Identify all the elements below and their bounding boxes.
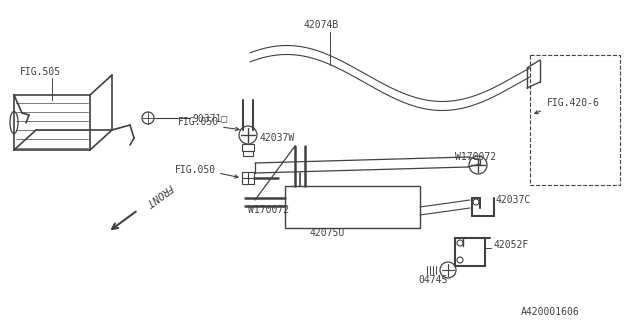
Text: W170072: W170072	[455, 152, 496, 162]
Text: 0474S: 0474S	[418, 275, 447, 285]
Text: 90371□: 90371□	[192, 113, 227, 123]
Text: 42075U: 42075U	[310, 228, 345, 238]
Text: 42037W: 42037W	[260, 133, 295, 143]
Text: FIG.505: FIG.505	[20, 67, 61, 77]
Text: A420001606: A420001606	[521, 307, 580, 317]
Text: FIG.050: FIG.050	[175, 165, 216, 175]
Bar	[285, 186, 420, 228]
Text: FRONT: FRONT	[143, 181, 174, 208]
Bar	[242, 144, 254, 151]
Bar	[242, 172, 254, 184]
Text: 42052F: 42052F	[493, 240, 528, 250]
Text: W170072: W170072	[248, 205, 289, 215]
Text: 42074B: 42074B	[303, 20, 339, 30]
Text: FIG.050: FIG.050	[178, 117, 219, 127]
Text: FIG.420-6: FIG.420-6	[547, 98, 600, 108]
Bar	[530, 55, 620, 185]
Text: 42037C: 42037C	[496, 195, 531, 205]
Bar	[243, 151, 253, 156]
